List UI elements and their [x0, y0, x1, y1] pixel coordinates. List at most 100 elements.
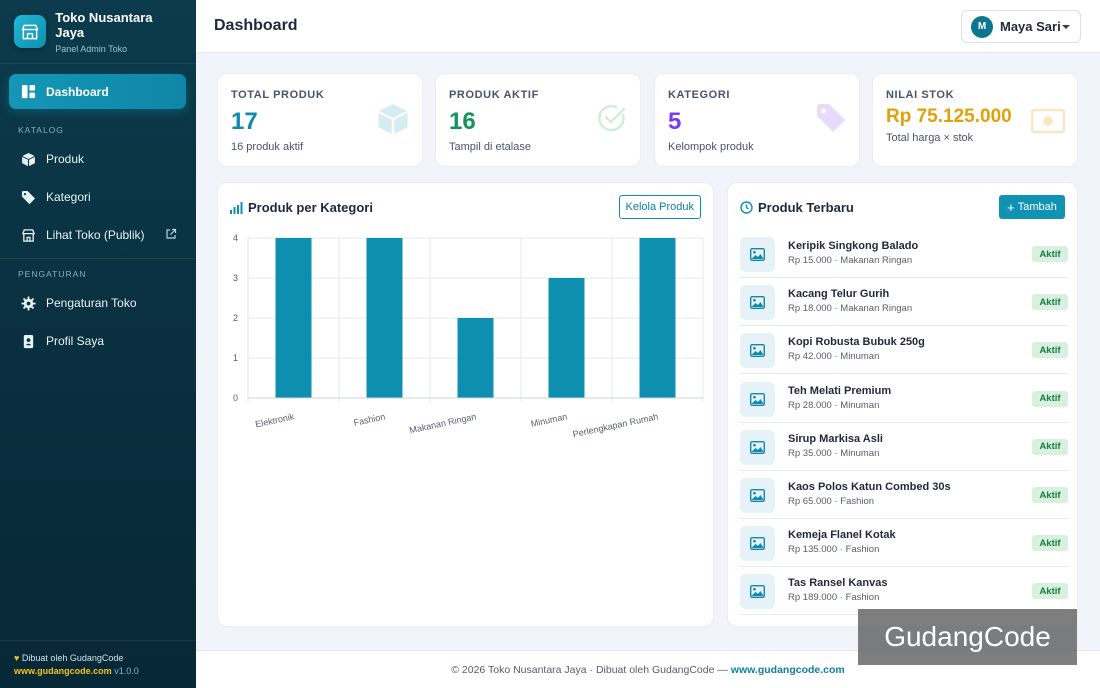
stat-value: Rp 75.125.000 — [886, 106, 1012, 127]
list-item[interactable]: Kacang Telur Gurih Rp 18.000 · Makanan Ri… — [740, 278, 1068, 327]
product-meta: Rp 18.000 · Makanan Ringan — [788, 303, 913, 315]
panel-title: Produk Terbaru — [758, 200, 854, 215]
y-tick-label: 0 — [233, 393, 238, 403]
sidebar-item-label: Pengaturan Toko — [46, 296, 137, 310]
stat-subtext: Total harga × stok — [886, 132, 974, 144]
brand-subtitle: Panel Admin Toko — [55, 43, 128, 54]
id-card-icon — [20, 333, 36, 349]
tag-icon — [815, 102, 847, 139]
product-meta: Rp 28.000 · Minuman — [788, 399, 880, 411]
status-badge: Aktif — [1032, 246, 1068, 262]
status-badge: Aktif — [1032, 438, 1068, 455]
watermark: GudangCode — [858, 609, 1077, 665]
stat-card-total-produk: TOTAL PRODUK 17 16 produk aktif — [217, 73, 423, 167]
check-circle-icon — [596, 102, 628, 139]
bar-makanan-ringan — [457, 318, 494, 398]
stat-value: 17 — [231, 108, 258, 135]
stat-card-produk-aktif: PRODUK AKTIF 16 Tampil di etalase — [435, 73, 641, 167]
sidebar-item-lihat-toko[interactable]: Lihat Toko (Publik) — [9, 219, 186, 251]
product-meta: Rp 15.000 · Makanan Ringan — [788, 255, 913, 266]
sidebar-divider — [0, 258, 196, 259]
status-badge: Aktif — [1032, 583, 1068, 600]
avatar: M — [971, 15, 993, 38]
image-placeholder-icon — [740, 333, 775, 369]
bar-perlengkapan-rumah — [639, 238, 676, 398]
sidebar-item-dashboard[interactable]: Dashboard — [9, 74, 186, 109]
bar-elektronik — [275, 238, 312, 398]
image-placeholder-icon — [740, 574, 775, 610]
product-name: Tas Ransel Kanvas — [788, 577, 888, 590]
footer-text: © 2026 Toko Nusantara Jaya · Dibuat oleh… — [451, 663, 728, 676]
tag-icon — [20, 189, 36, 205]
section-title-pengaturan: PENGATURAN — [18, 269, 87, 279]
stat-value: 16 — [449, 108, 476, 135]
sidebar-item-label: Dashboard — [46, 84, 109, 99]
heart-icon: ♥ — [14, 653, 20, 663]
stat-subtext: Tampil di etalase — [449, 141, 531, 153]
image-placeholder-icon — [740, 285, 775, 321]
image-placeholder-icon — [740, 381, 775, 417]
page-title: Dashboard — [214, 17, 298, 34]
stat-label: KATEGORI — [668, 89, 731, 101]
dashboard-icon — [20, 84, 36, 100]
tambah-button[interactable]: + Tambah — [999, 195, 1065, 219]
sidebar-item-kategori[interactable]: Kategori — [9, 181, 186, 213]
sidebar-item-label: Produk — [46, 152, 85, 166]
footer-link[interactable]: www.gudangcode.com — [730, 663, 845, 676]
list-item[interactable]: Kaos Polos Katun Combed 30s Rp 65.000 · F… — [740, 471, 1068, 519]
list-item[interactable]: Teh Melati Premium Rp 28.000 · Minuman Akt… — [740, 375, 1068, 423]
y-tick-label: 4 — [233, 233, 238, 243]
stat-card-nilai-stok: NILAI STOK Rp 75.125.000 Total harga × s… — [872, 73, 1078, 167]
made-by-text: Dibuat oleh GudangCode — [21, 653, 124, 663]
stat-label: NILAI STOK — [886, 89, 955, 101]
product-name: Kemeja Flanel Kotak — [788, 529, 896, 542]
y-tick-label: 3 — [233, 273, 238, 283]
image-placeholder-icon — [740, 429, 775, 465]
button-label: Tambah — [1017, 201, 1057, 213]
sidebar-item-label: Lihat Toko (Publik) — [46, 228, 145, 242]
bar-chart: 0 1 2 3 4 Elektronik Fashion Makanan Ringan Minu… — [233, 233, 704, 439]
sidebar-item-produk[interactable]: Produk — [9, 143, 186, 175]
sidebar-item-profil-saya[interactable]: Profil Saya — [9, 325, 186, 357]
stat-value: 5 — [668, 108, 682, 135]
stat-label: PRODUK AKTIF — [449, 89, 539, 101]
image-placeholder-icon — [740, 237, 775, 272]
status-badge: Aktif — [1032, 294, 1068, 311]
x-tick-label: Perlengkapan Rumah — [572, 411, 659, 439]
kelola-produk-button[interactable]: Kelola Produk — [618, 195, 701, 219]
list-item[interactable]: Kemeja Flanel Kotak Rp 135.000 · Fashion A… — [740, 519, 1068, 568]
sidebar-item-pengaturan-toko[interactable]: Pengaturan Toko — [9, 287, 186, 319]
bar-minuman — [548, 278, 585, 398]
x-tick-label: Elektronik — [254, 411, 295, 429]
gudangcode-link[interactable]: www.gudangcode.com — [14, 666, 112, 676]
product-meta: Rp 35.000 · Minuman — [788, 447, 880, 459]
y-tick-label: 1 — [233, 353, 238, 363]
x-tick-label: Makanan Ringan — [408, 411, 477, 435]
money-icon — [1030, 108, 1066, 139]
user-name: Maya Sari — [1000, 19, 1061, 34]
product-name: Kopi Robusta Bubuk 250g — [788, 336, 925, 349]
brand-title: Toko Nusantara Jaya — [55, 9, 153, 40]
stat-subtext: 16 produk aktif — [231, 141, 304, 153]
user-menu-button[interactable]: M Maya Sari — [961, 10, 1081, 43]
brand[interactable]: Toko Nusantara Jaya Panel Admin Toko — [0, 0, 196, 64]
bar-fashion — [366, 238, 403, 398]
product-meta: Rp 65.000 · Fashion — [788, 496, 875, 507]
panel-title: Produk per Kategori — [248, 200, 373, 215]
stat-subtext: Kelompok produk — [668, 141, 754, 153]
product-meta: Rp 135.000 · Fashion — [788, 544, 880, 556]
store-icon — [20, 227, 36, 243]
list-item[interactable]: Sirup Markisa Asli Rp 35.000 · Minuman Akt… — [740, 423, 1068, 471]
image-placeholder-icon — [740, 478, 775, 513]
list-item[interactable]: Keripik Singkong Balado Rp 15.000 · Makan… — [740, 230, 1068, 278]
section-title-katalog: KATALOG — [18, 125, 64, 135]
status-badge: Aktif — [1032, 487, 1068, 503]
sidebar: Toko Nusantara Jaya Panel Admin Toko Das… — [0, 0, 196, 688]
chart-panel: Produk per Kategori Kelola Produk 0 1 2 3 4 E… — [217, 182, 714, 627]
bar-chart-icon — [230, 201, 243, 219]
product-name: Keripik Singkong Balado — [788, 240, 919, 252]
stat-label: TOTAL PRODUK — [231, 89, 325, 101]
list-item[interactable]: Kopi Robusta Bubuk 250g Rp 42.000 · Minum… — [740, 326, 1068, 375]
x-tick-label: Fashion — [353, 411, 386, 427]
y-tick-label: 2 — [233, 313, 238, 323]
